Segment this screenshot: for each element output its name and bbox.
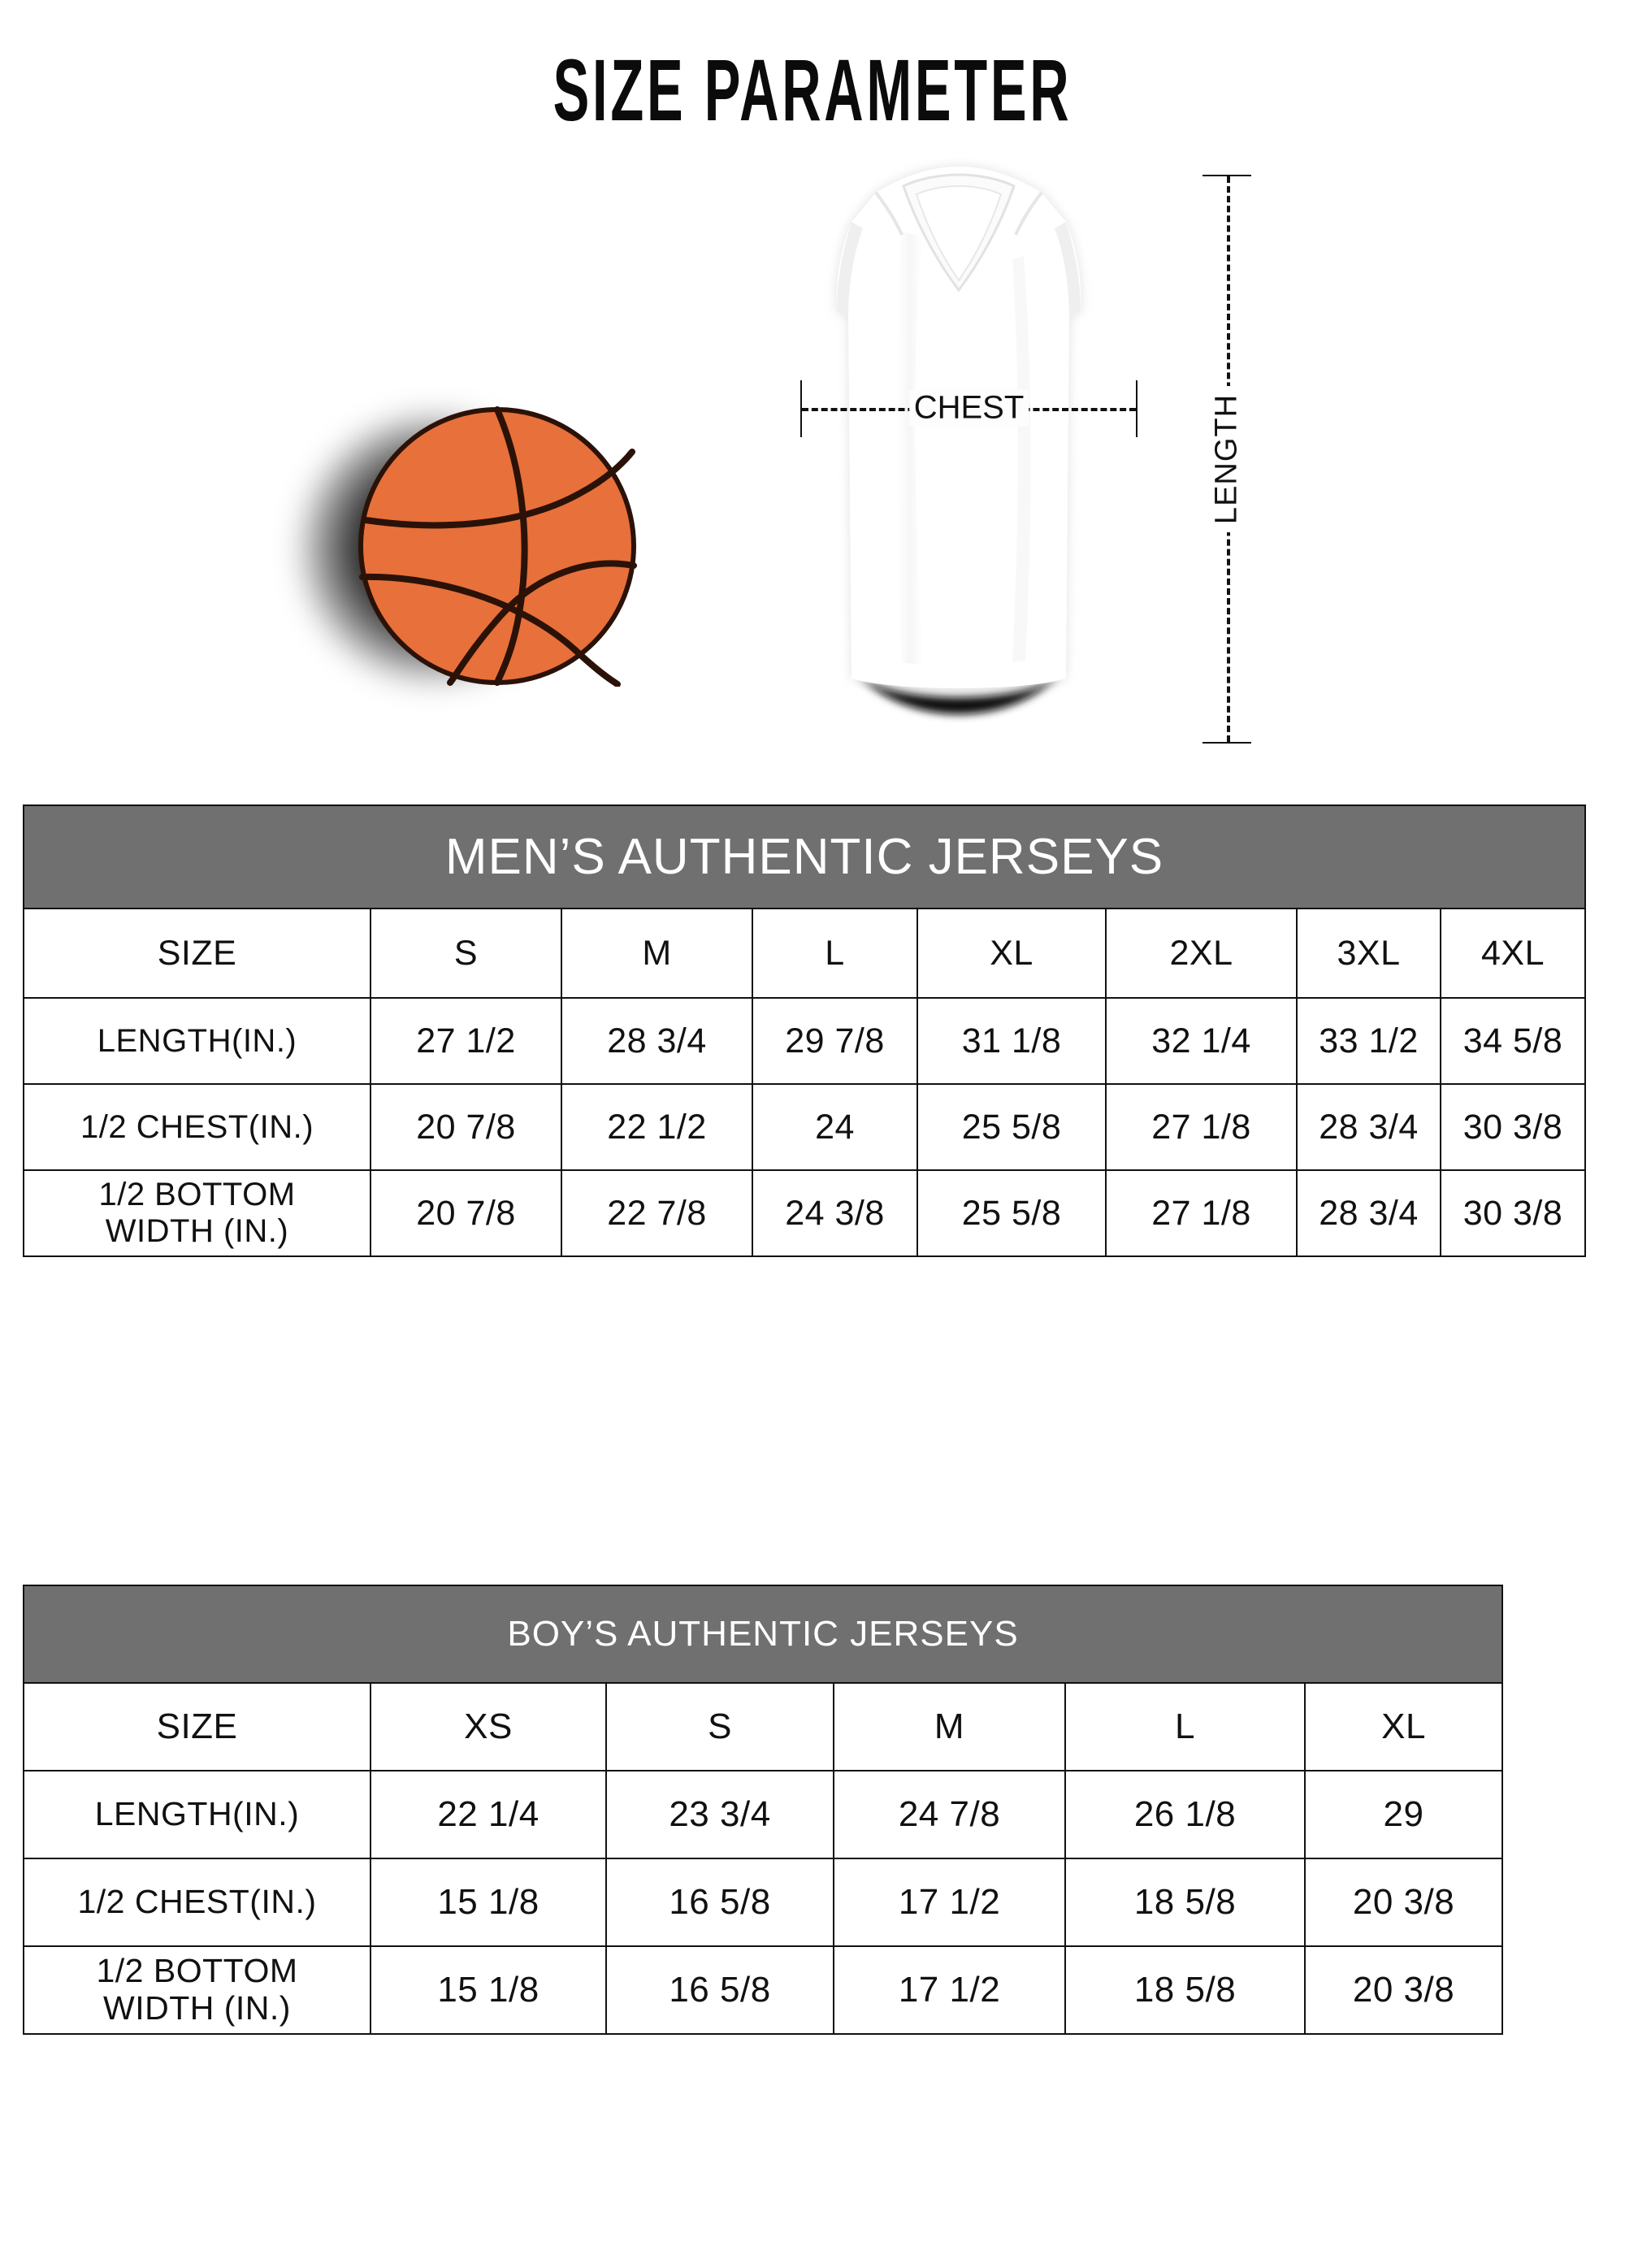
mens-size-table: MEN’S AUTHENTIC JERSEYS SIZE S M L XL 2X… [23, 804, 1586, 1257]
table-cell: 24 3/8 [752, 1169, 918, 1257]
table-cell: 28 3/4 [561, 997, 753, 1085]
basketball-illustration [301, 406, 650, 699]
table-cell: 16 5/8 [605, 1945, 834, 2035]
boys-row-length: LENGTH(IN.) 22 1/4 23 3/4 24 7/8 26 1/8 … [23, 1770, 1504, 1859]
mens-row-bottom-width: 1/2 BOTTOM WIDTH (IN.) 20 7/8 22 7/8 24 … [23, 1169, 1586, 1257]
mens-row-chest: 1/2 CHEST(IN.) 20 7/8 22 1/2 24 25 5/8 2… [23, 1083, 1586, 1171]
table-cell: 20 3/8 [1303, 1945, 1504, 2035]
mens-row-label-length: LENGTH(IN.) [23, 997, 371, 1085]
table-cell: 20 7/8 [370, 1083, 562, 1171]
table-cell: 29 7/8 [752, 997, 918, 1085]
mens-banner-row: MEN’S AUTHENTIC JERSEYS [23, 804, 1586, 909]
boys-row-label-length: LENGTH(IN.) [23, 1770, 371, 1859]
table-cell: 33 1/2 [1296, 997, 1441, 1085]
table-cell: 24 [752, 1083, 918, 1171]
mens-banner: MEN’S AUTHENTIC JERSEYS [23, 804, 1586, 909]
table-cell: 26 1/8 [1064, 1770, 1306, 1859]
jersey-graphic [836, 167, 1081, 714]
table-cell: 30 3/8 [1440, 1169, 1586, 1257]
mens-row-label-chest: 1/2 CHEST(IN.) [23, 1083, 371, 1171]
table-cell: 22 1/4 [370, 1770, 607, 1859]
mens-row-length: LENGTH(IN.) 27 1/2 28 3/4 29 7/8 31 1/8 … [23, 997, 1586, 1085]
table-cell: 31 1/8 [916, 997, 1107, 1085]
table-cell: 24 7/8 [833, 1770, 1066, 1859]
table-cell: 22 1/2 [561, 1083, 753, 1171]
mens-size-xl: XL [916, 908, 1107, 999]
boys-row-chest: 1/2 CHEST(IN.) 15 1/8 16 5/8 17 1/2 18 5… [23, 1858, 1504, 1947]
table-cell: 20 7/8 [370, 1169, 562, 1257]
boys-size-m: M [833, 1682, 1066, 1771]
table-cell: 28 3/4 [1296, 1169, 1441, 1257]
table-cell: 22 7/8 [561, 1169, 753, 1257]
boys-size-l: L [1064, 1682, 1306, 1771]
table-cell: 17 1/2 [833, 1858, 1066, 1947]
mens-size-2xl: 2XL [1105, 908, 1298, 999]
boys-size-s: S [605, 1682, 834, 1771]
length-cap-bottom [1202, 742, 1251, 744]
table-cell: 27 1/8 [1105, 1083, 1298, 1171]
table-cell: 25 5/8 [916, 1083, 1107, 1171]
table-cell: 18 5/8 [1064, 1858, 1306, 1947]
table-cell: 30 3/8 [1440, 1083, 1586, 1171]
table-cell: 34 5/8 [1440, 997, 1586, 1085]
boys-size-xs: XS [370, 1682, 607, 1771]
mens-size-l: L [752, 908, 918, 999]
boys-header-row: SIZE XS S M L XL [23, 1682, 1504, 1771]
mens-row-label-bottom-width: 1/2 BOTTOM WIDTH (IN.) [23, 1169, 371, 1257]
chest-label: CHEST [908, 389, 1029, 427]
mens-size-m: M [561, 908, 753, 999]
table-cell: 17 1/2 [833, 1945, 1066, 2035]
table-cell: 18 5/8 [1064, 1945, 1306, 2035]
table-cell: 29 [1303, 1770, 1504, 1859]
mens-size-3xl: 3XL [1296, 908, 1441, 999]
boys-size-label: SIZE [23, 1682, 371, 1771]
boys-row-label-chest: 1/2 CHEST(IN.) [23, 1858, 371, 1947]
length-label: LENGTH [1204, 385, 1250, 533]
table-cell: 16 5/8 [605, 1858, 834, 1947]
boys-banner: BOY’S AUTHENTIC JERSEYS [22, 1585, 1504, 1684]
table-cell: 27 1/8 [1105, 1169, 1298, 1257]
boys-size-table: BOY’S AUTHENTIC JERSEYS SIZE XS S M L XL… [22, 1585, 1504, 2035]
mens-size-4xl: 4XL [1440, 908, 1586, 999]
chest-cap-left [800, 380, 802, 437]
table-cell: 25 5/8 [916, 1169, 1107, 1257]
mens-header-row: SIZE S M L XL 2XL 3XL 4XL [23, 908, 1586, 999]
page-title: SIZE PARAMETER [552, 41, 1072, 139]
length-dimension-line: LENGTH [1194, 175, 1259, 744]
table-cell: 23 3/4 [605, 1770, 834, 1859]
chest-dimension-line: CHEST [800, 380, 1138, 437]
chest-cap-right [1136, 380, 1138, 437]
product-illustration: CHEST LENGTH [0, 0, 1625, 796]
table-cell: 15 1/8 [370, 1858, 607, 1947]
boys-size-xl: XL [1303, 1682, 1504, 1771]
mens-size-label: SIZE [23, 908, 371, 999]
table-cell: 20 3/8 [1303, 1858, 1504, 1947]
table-cell: 27 1/2 [370, 997, 562, 1085]
basketball-icon [358, 406, 637, 687]
table-cell: 28 3/4 [1296, 1083, 1441, 1171]
boys-banner-row: BOY’S AUTHENTIC JERSEYS [22, 1585, 1504, 1684]
boys-row-label-bottom-width: 1/2 BOTTOM WIDTH (IN.) [23, 1945, 371, 2035]
mens-size-s: S [370, 908, 562, 999]
table-cell: 32 1/4 [1105, 997, 1298, 1085]
boys-row-bottom-width: 1/2 BOTTOM WIDTH (IN.) 15 1/8 16 5/8 17 … [23, 1945, 1504, 2035]
length-cap-top [1202, 175, 1251, 176]
table-cell: 15 1/8 [370, 1945, 607, 2035]
jersey-illustration [780, 158, 1138, 760]
